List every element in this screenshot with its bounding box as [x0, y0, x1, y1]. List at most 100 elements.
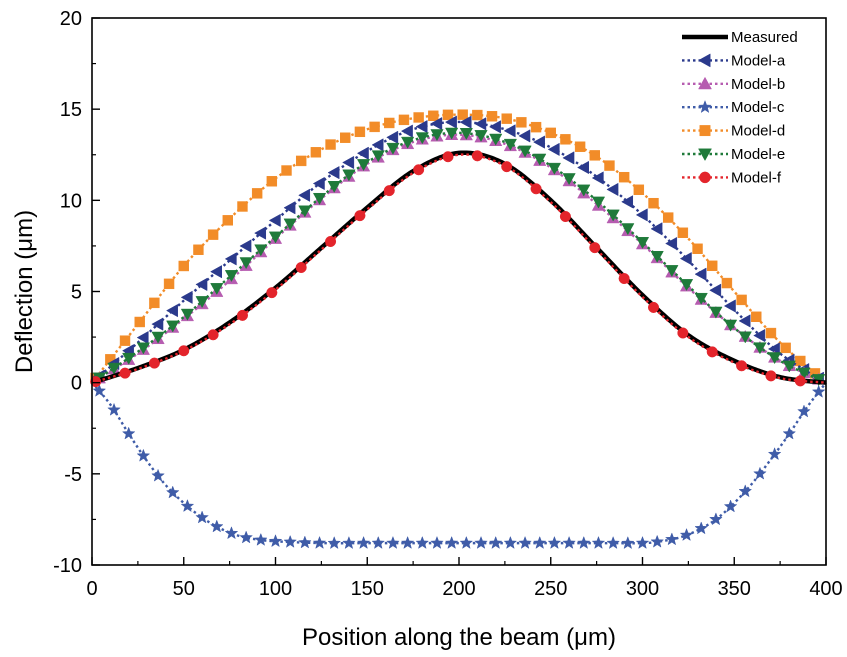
data-point	[753, 466, 767, 480]
y-axis: -10 -5 0 5 10 15 20	[53, 8, 100, 577]
data-point	[533, 135, 545, 149]
data-point	[340, 132, 351, 143]
data-point	[795, 355, 806, 367]
data-point	[136, 448, 151, 462]
data-point	[210, 283, 224, 296]
data-point	[90, 376, 102, 388]
series-line	[91, 381, 827, 545]
data-point	[295, 155, 307, 167]
data-point	[239, 239, 252, 253]
y-tick-label: -5	[64, 464, 82, 486]
data-point	[195, 277, 208, 292]
data-point	[386, 130, 399, 144]
y-axis-title: Deflection (μm)	[11, 210, 38, 373]
data-point	[444, 115, 457, 129]
data-point	[413, 112, 424, 123]
data-point	[489, 133, 503, 146]
x-tick-label: 200	[442, 578, 475, 600]
data-point	[699, 125, 711, 137]
data-point	[662, 212, 674, 223]
legend-label: Model-d	[731, 123, 785, 140]
series-line	[91, 133, 827, 384]
legend-label: Measured	[731, 29, 798, 46]
data-point	[709, 512, 723, 526]
series-model-c	[91, 381, 827, 550]
data-point	[283, 201, 296, 215]
data-point	[207, 229, 219, 240]
data-point	[384, 117, 395, 129]
data-point	[122, 352, 136, 365]
data-point	[400, 136, 415, 149]
x-tick-label: 250	[534, 578, 567, 600]
data-point	[268, 231, 283, 244]
data-point	[119, 335, 131, 346]
data-point	[753, 328, 766, 343]
data-point	[474, 130, 488, 143]
data-point	[121, 426, 136, 440]
data-point	[327, 181, 341, 193]
data-point	[356, 535, 371, 549]
data-point	[694, 292, 708, 305]
data-point	[765, 327, 777, 339]
data-point	[415, 119, 428, 134]
data-point	[136, 330, 149, 345]
data-point	[767, 352, 782, 365]
data-point	[591, 535, 606, 549]
data-point	[562, 535, 576, 549]
data-point	[650, 222, 663, 236]
data-point	[767, 447, 782, 461]
data-point	[165, 485, 180, 499]
data-point	[723, 499, 738, 513]
data-point	[706, 346, 718, 358]
data-point	[589, 150, 601, 161]
data-point	[618, 273, 630, 285]
data-point	[488, 120, 501, 134]
data-point	[738, 331, 752, 344]
series-model-f	[90, 150, 827, 388]
data-point	[486, 111, 498, 122]
data-point	[298, 188, 311, 202]
data-point	[430, 535, 444, 549]
data-point	[266, 176, 278, 187]
data-point	[342, 169, 356, 182]
data-point	[356, 146, 369, 160]
data-point	[560, 134, 571, 145]
legend: Measured Model-a Model-b Model-c Model-d Mode…	[682, 29, 798, 186]
data-point	[369, 121, 380, 133]
data-point	[532, 535, 547, 549]
data-point	[516, 117, 527, 128]
x-tick-label: 0	[86, 578, 97, 600]
data-point	[503, 124, 516, 138]
legend-item: Model-b	[682, 76, 785, 93]
data-point	[251, 188, 263, 199]
y-tick-label: 0	[71, 373, 82, 395]
legend-item: Model-f	[682, 169, 782, 186]
data-point	[707, 260, 718, 272]
data-point	[782, 426, 797, 440]
data-point	[797, 404, 811, 418]
data-point	[533, 153, 547, 166]
data-point	[327, 166, 340, 180]
data-point	[415, 535, 430, 549]
data-point	[342, 535, 356, 550]
data-point	[222, 215, 234, 226]
data-point	[635, 535, 650, 549]
data-point	[664, 532, 679, 546]
data-point	[151, 317, 164, 331]
data-point	[325, 235, 337, 248]
data-point	[709, 306, 723, 319]
data-point	[442, 151, 454, 163]
data-point	[386, 535, 400, 549]
data-point	[210, 265, 222, 279]
x-axis: 0 50 100 150 200 250 300 350 400	[86, 557, 843, 600]
data-point	[459, 115, 472, 129]
data-point	[236, 309, 248, 321]
x-tick-label: 50	[173, 578, 195, 600]
data-point	[209, 519, 224, 533]
legend-item: Model-a	[682, 52, 786, 69]
data-point	[633, 184, 645, 195]
data-point	[107, 362, 121, 375]
data-point	[254, 226, 267, 240]
data-point	[530, 183, 542, 195]
